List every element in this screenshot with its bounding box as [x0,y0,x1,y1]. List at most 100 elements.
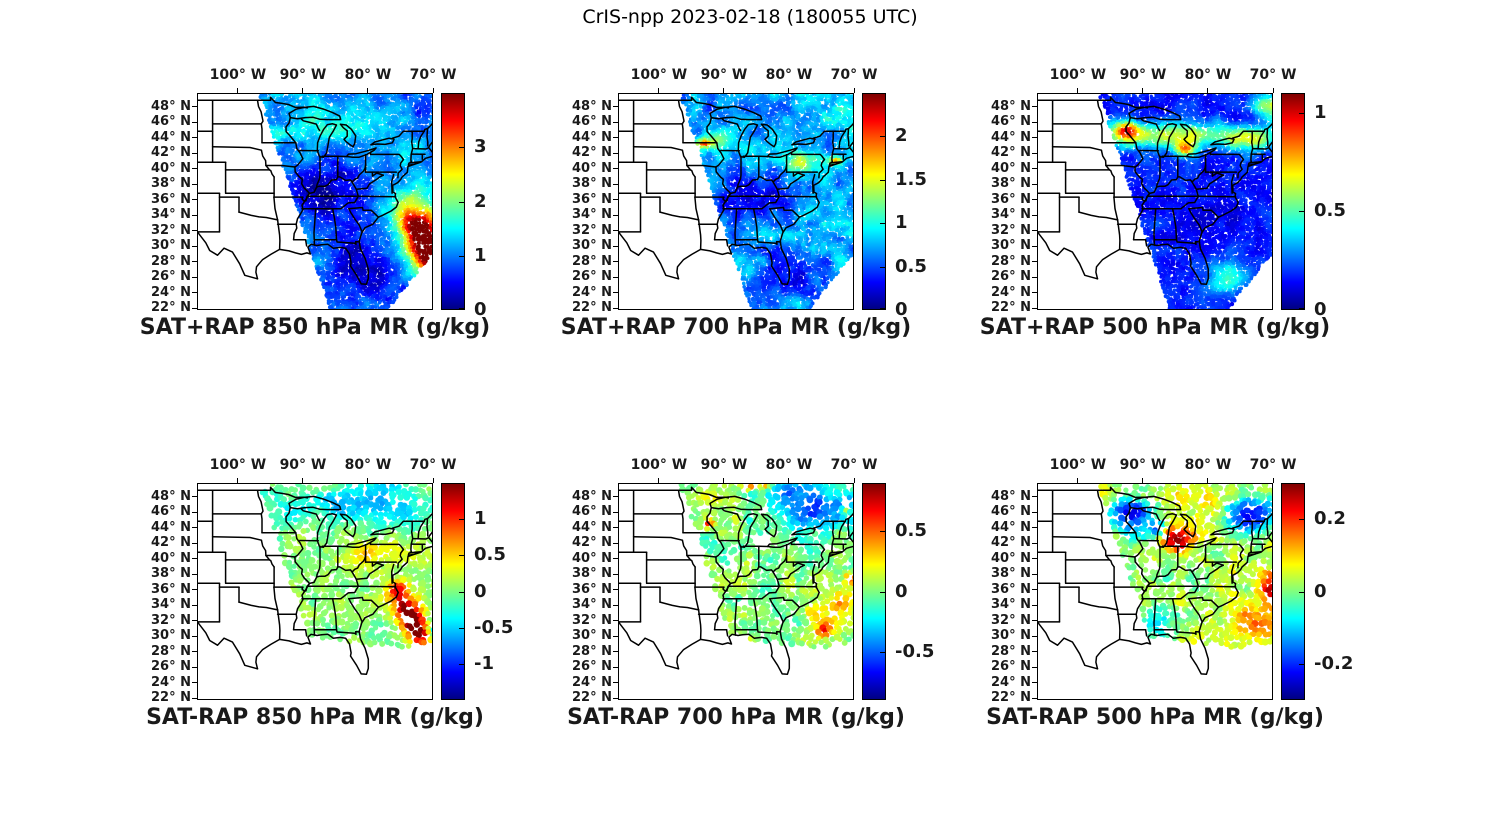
lat-tick-label: 42° N [572,535,612,551]
map-frame [618,93,854,310]
colorbar-tick-label: 0.2 [1314,508,1346,530]
map-panel-700-diff: 100° W 90° W 80° W 70° W 48° N 46° N 44° N 42°… [567,457,934,730]
lat-tick-label: 26° N [572,269,612,285]
lat-tick-label: 36° N [991,191,1031,207]
us-state-borders [198,486,432,676]
lat-tick-label: 24° N [991,284,1031,300]
colorbar-gradient [1282,484,1304,699]
lat-tick-label: 48° N [991,98,1031,114]
satellite-swath-dots [1038,94,1272,309]
lat-tick-label: 30° N [991,238,1031,254]
lon-tick-label: 90° W [279,67,327,83]
panel-title: SAT-RAP 500 hPa MR (g/kg) [986,705,1324,730]
lat-tick-label: 44° N [572,519,612,535]
lat-tick-label: 42° N [151,535,191,551]
lat-tick-label: 22° N [572,690,612,706]
lat-tick-label: 46° N [572,114,612,130]
panel-title: SAT+RAP 500 hPa MR (g/kg) [979,315,1331,340]
lon-tick-label: 90° W [1119,67,1167,83]
lat-tick-label: 28° N [151,253,191,269]
lat-tick-label: 42° N [991,145,1031,161]
map-panel-700-sum: 100° W 90° W 80° W 70° W 48° N 46° N 44° N 42°… [561,67,927,340]
colorbar [862,93,886,310]
lat-tick-label: 24° N [572,284,612,300]
colorbar-tick-label: 1 [1314,101,1327,123]
lat-tick-label: 26° N [151,659,191,675]
lat-tick-label: 36° N [572,191,612,207]
colorbar [862,483,886,700]
lat-tick-label: 34° N [151,597,191,613]
lon-tick-label: 80° W [344,457,392,473]
lat-tick-label: 28° N [991,253,1031,269]
lat-tick-label: 46° N [991,114,1031,130]
lon-tick-label: 70° W [1249,457,1297,473]
us-state-borders [619,486,853,676]
lat-tick-label: 48° N [151,98,191,114]
lat-tick-label: 34° N [991,597,1031,613]
lat-tick-label: 46° N [151,114,191,130]
lat-tick-label: 22° N [991,300,1031,316]
satellite-swath-dots [198,94,432,309]
colorbar-tick-label: 0.5 [474,544,506,566]
map-frame [1037,483,1273,700]
lat-tick-label: 30° N [151,238,191,254]
lat-tick-label: 42° N [991,535,1031,551]
lat-tick-label: 44° N [151,129,191,145]
us-state-borders [1038,486,1272,676]
lat-tick-label: 44° N [572,129,612,145]
lat-tick-label: 24° N [572,674,612,690]
lon-tick-label: 80° W [765,457,813,473]
lat-tick-label: 34° N [572,207,612,223]
lat-tick-label: 22° N [151,300,191,316]
lat-tick-label: 28° N [572,253,612,269]
colorbar-tick-label: 2 [474,190,487,212]
colorbar-tick-label: 1 [895,212,908,234]
lat-tick-label: 32° N [151,222,191,238]
panel-title: SAT+RAP 700 hPa MR (g/kg) [560,315,912,340]
lat-tick-label: 26° N [991,269,1031,285]
lon-tick-label: 80° W [765,67,813,83]
lat-tick-label: 36° N [151,581,191,597]
colorbar-gradient [863,484,885,699]
colorbar-tick-label: 0.5 [895,255,927,277]
map-frame [1037,93,1273,310]
lon-tick-label: 90° W [1119,457,1167,473]
panel-title: SAT+RAP 850 hPa MR (g/kg) [139,315,491,340]
lat-tick-label: 46° N [991,504,1031,520]
map-frame [197,93,433,310]
colorbar-tick-label: 2 [895,125,908,147]
lat-tick-label: 32° N [991,612,1031,628]
colorbar [441,93,465,310]
lat-tick-label: 34° N [572,597,612,613]
lat-tick-label: 40° N [151,160,191,176]
colorbar-tick-label: -1 [474,652,494,674]
colorbar-gradient [1282,94,1304,309]
lon-tick-label: 90° W [700,67,748,83]
lon-tick-label: 80° W [1184,457,1232,473]
lat-tick-label: 22° N [991,690,1031,706]
lat-tick-label: 30° N [572,628,612,644]
lat-tick-label: 38° N [572,176,612,192]
lat-tick-label: 40° N [151,550,191,566]
lat-tick-label: 42° N [572,145,612,161]
lon-tick-label: 80° W [1184,67,1232,83]
lon-tick-label: 90° W [279,457,327,473]
lon-tick-label: 100° W [630,457,688,473]
colorbar-gradient [863,94,885,309]
map-frame [197,483,433,700]
lon-tick-label: 100° W [1049,67,1107,83]
map-panel-500-diff: 100° W 90° W 80° W 70° W 48° N 46° N 44° N 42°… [986,457,1353,730]
lat-tick-label: 44° N [991,129,1031,145]
lat-tick-label: 26° N [572,659,612,675]
lat-tick-label: 32° N [151,612,191,628]
map-panel-850-sum: 100° W 90° W 80° W 70° W 48° N 46° N 44° N 42°… [140,67,490,340]
lat-tick-label: 46° N [572,504,612,520]
colorbar [1281,93,1305,310]
lon-tick-label: 80° W [344,67,392,83]
lat-tick-label: 30° N [151,628,191,644]
lat-tick-label: 46° N [151,504,191,520]
us-state-borders [619,96,853,286]
lat-tick-label: 40° N [991,550,1031,566]
satellite-swath-dots [1038,484,1272,699]
